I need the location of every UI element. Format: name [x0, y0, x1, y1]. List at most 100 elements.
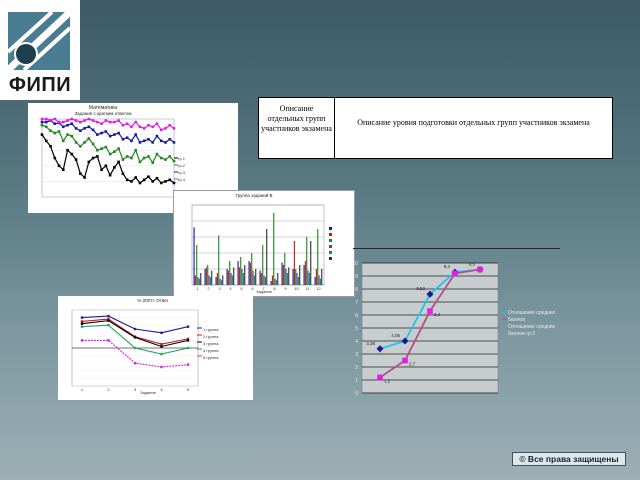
chart1-point: [70, 117, 74, 121]
chart3-point: [80, 339, 84, 342]
chart4-point: [377, 374, 383, 381]
chart2-tick-label: 2: [207, 286, 210, 291]
chart1-point: [121, 158, 125, 161]
chart4-tick-label: 8: [355, 287, 358, 293]
chart2-bar: [244, 265, 246, 285]
chart2-tick-label: 3: [218, 286, 221, 291]
chart1-legend-item: гр.2: [178, 163, 186, 168]
chart1-point: [91, 128, 95, 132]
chart3-point: [107, 317, 110, 321]
chart-math-short-answer: Математика Задания с кратким ответом гр.…: [28, 103, 238, 213]
chart2-bar: [308, 273, 310, 285]
chart2-bar: [242, 273, 244, 285]
chart1-point: [83, 119, 86, 122]
chart2-bar: [198, 278, 200, 285]
chart1-point: [57, 130, 61, 133]
chart2-tick-label: 7: [262, 286, 265, 291]
chart2-bar: [252, 270, 254, 285]
chart1-point: [44, 120, 48, 124]
copyright-badge: © Все права защищены: [512, 452, 626, 466]
chart2-bar: [282, 265, 284, 285]
chart4-point: [477, 266, 483, 273]
chart3-point: [80, 325, 84, 328]
chart2-legend-swatch: [329, 233, 332, 236]
chart2-bar: [306, 237, 308, 285]
chart2-tick-label: 12: [316, 286, 321, 291]
chart2-bar: [303, 265, 305, 285]
chart1-point: [49, 145, 52, 148]
chart1-point: [125, 136, 129, 140]
chart2-bar: [230, 273, 232, 285]
chart1-point: [168, 123, 172, 127]
chart2-bar: [222, 275, 224, 285]
chart1-point: [130, 125, 133, 129]
chart2-xlabel: Задание: [256, 289, 272, 294]
chart1-point: [83, 176, 86, 179]
chart1-point: [91, 156, 95, 160]
chart1-point: [100, 122, 103, 125]
chart2-bar: [304, 261, 306, 285]
chart1-point: [87, 160, 91, 164]
chart2-bar: [288, 267, 290, 285]
chart3-point: [186, 346, 190, 350]
chart1-point: [117, 131, 120, 135]
chart1-point: [44, 139, 48, 143]
chart2-title: Группа заданий В: [235, 193, 273, 198]
chart4-tick-label: 3: [355, 352, 358, 358]
chart2-bar: [226, 269, 228, 285]
chart2-bar: [297, 277, 299, 285]
chart1-point: [138, 160, 142, 164]
chart2-bar: [274, 278, 276, 285]
chart2-bar: [241, 269, 243, 285]
chart1-point: [70, 134, 74, 138]
chart1-title: Математика: [88, 105, 118, 111]
chart2-bar: [219, 278, 221, 285]
chart1-point: [142, 156, 146, 160]
chart3-point: [133, 327, 137, 331]
chart2-bar: [315, 269, 317, 285]
chart2-bar: [193, 227, 195, 285]
chart2-bar: [255, 269, 257, 285]
chart3-point: [186, 339, 190, 342]
chart1-point: [168, 137, 172, 141]
chart2-bar: [307, 270, 309, 285]
chart1-point: [121, 172, 125, 175]
chart1-point: [53, 131, 57, 135]
chart1-point: [151, 125, 155, 129]
chart1-point: [121, 123, 125, 127]
chart2-bar: [248, 261, 250, 285]
chart2-tick-label: 11: [305, 286, 310, 291]
chart2-bar: [277, 273, 279, 285]
chart1-point: [91, 119, 95, 122]
chart2-tick-label: 1: [196, 286, 199, 291]
chart1-point: [49, 129, 52, 132]
chart1-point: [40, 117, 44, 121]
chart1-point: [138, 125, 142, 129]
chart2-legend-swatch: [329, 239, 332, 242]
chart1-point: [104, 119, 108, 122]
chart1-point: [70, 152, 74, 156]
chart2-bar: [216, 273, 218, 285]
chart-group-b: Группа заданий В 1 2 3 4 5 6 7 8 9 10 11 12 Задание: [173, 190, 355, 297]
chart3-legend-item: 3 группа: [203, 341, 219, 346]
chart1-point: [57, 164, 61, 168]
chart1-point: [151, 180, 155, 183]
chart2-bar: [318, 275, 320, 285]
chart4-legend: Отношение средних баллов Отношение средн…: [508, 310, 568, 338]
chart1-point: [125, 155, 129, 158]
chart2-tick-label: 6: [251, 286, 254, 291]
chart2-bar: [281, 262, 283, 285]
chart2-tick-label: 5: [240, 286, 243, 291]
chart4-legend-item: Отношение средних баллов гр.2: [508, 324, 556, 337]
chart1-legend-item: гр.1: [178, 156, 186, 161]
chart1-point: [96, 148, 99, 152]
chart1-point: [74, 158, 78, 161]
chart1-plot-area: [41, 118, 175, 198]
chart3-plot: 1 2 3 4 5: [71, 309, 202, 392]
chart1-point: [134, 133, 137, 136]
chart3-point: [133, 336, 137, 339]
chart1-point: [40, 120, 44, 124]
chart1-point: [96, 155, 99, 158]
chart3-xlabel: Задание: [140, 390, 156, 395]
chart2-bar: [253, 275, 255, 285]
